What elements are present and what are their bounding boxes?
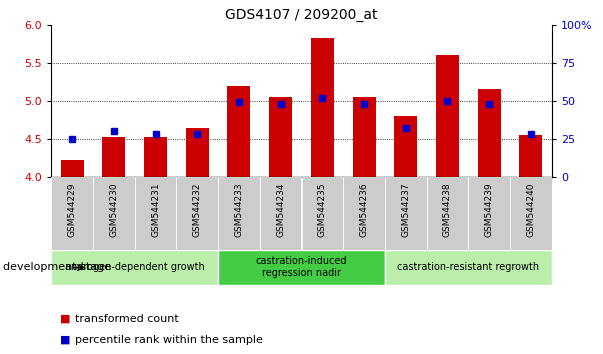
Text: GSM544234: GSM544234: [276, 183, 285, 237]
Bar: [478, 90, 500, 177]
Bar: [51, 177, 93, 250]
Bar: [103, 137, 125, 177]
Bar: [385, 177, 426, 250]
Bar: [311, 39, 334, 177]
Text: GSM544235: GSM544235: [318, 183, 327, 238]
Text: GSM544229: GSM544229: [68, 183, 77, 237]
Title: GDS4107 / 209200_at: GDS4107 / 209200_at: [226, 8, 377, 22]
Text: castration-induced
regression nadir: castration-induced regression nadir: [256, 256, 347, 278]
Text: GSM544239: GSM544239: [485, 183, 494, 238]
Bar: [394, 116, 417, 177]
Bar: [218, 250, 385, 285]
Bar: [353, 97, 376, 177]
Text: percentile rank within the sample: percentile rank within the sample: [75, 335, 264, 345]
Text: GSM544232: GSM544232: [193, 183, 202, 237]
Bar: [186, 127, 209, 177]
Bar: [519, 135, 542, 177]
Bar: [385, 250, 552, 285]
Text: GSM544230: GSM544230: [109, 183, 118, 238]
Text: GSM544237: GSM544237: [401, 183, 410, 238]
Bar: [302, 177, 343, 250]
Text: GSM544231: GSM544231: [151, 183, 160, 238]
Text: GSM544238: GSM544238: [443, 183, 452, 238]
Bar: [469, 177, 510, 250]
Text: androgen-dependent growth: androgen-dependent growth: [65, 262, 204, 272]
Bar: [510, 177, 552, 250]
Bar: [227, 86, 250, 177]
Text: GSM544236: GSM544236: [359, 183, 368, 238]
Text: GSM544233: GSM544233: [235, 183, 244, 238]
Text: ■: ■: [60, 314, 71, 324]
Bar: [343, 177, 385, 250]
Bar: [134, 177, 176, 250]
Bar: [93, 177, 134, 250]
Bar: [260, 177, 302, 250]
Bar: [436, 55, 459, 177]
Bar: [176, 177, 218, 250]
Text: development stage: development stage: [3, 262, 111, 272]
Bar: [218, 177, 260, 250]
Bar: [61, 160, 84, 177]
Text: ■: ■: [60, 335, 71, 345]
Text: transformed count: transformed count: [75, 314, 179, 324]
Bar: [269, 97, 292, 177]
Bar: [51, 250, 218, 285]
Bar: [426, 177, 469, 250]
Text: castration-resistant regrowth: castration-resistant regrowth: [397, 262, 540, 272]
Text: GSM544240: GSM544240: [526, 183, 535, 237]
Bar: [144, 137, 167, 177]
